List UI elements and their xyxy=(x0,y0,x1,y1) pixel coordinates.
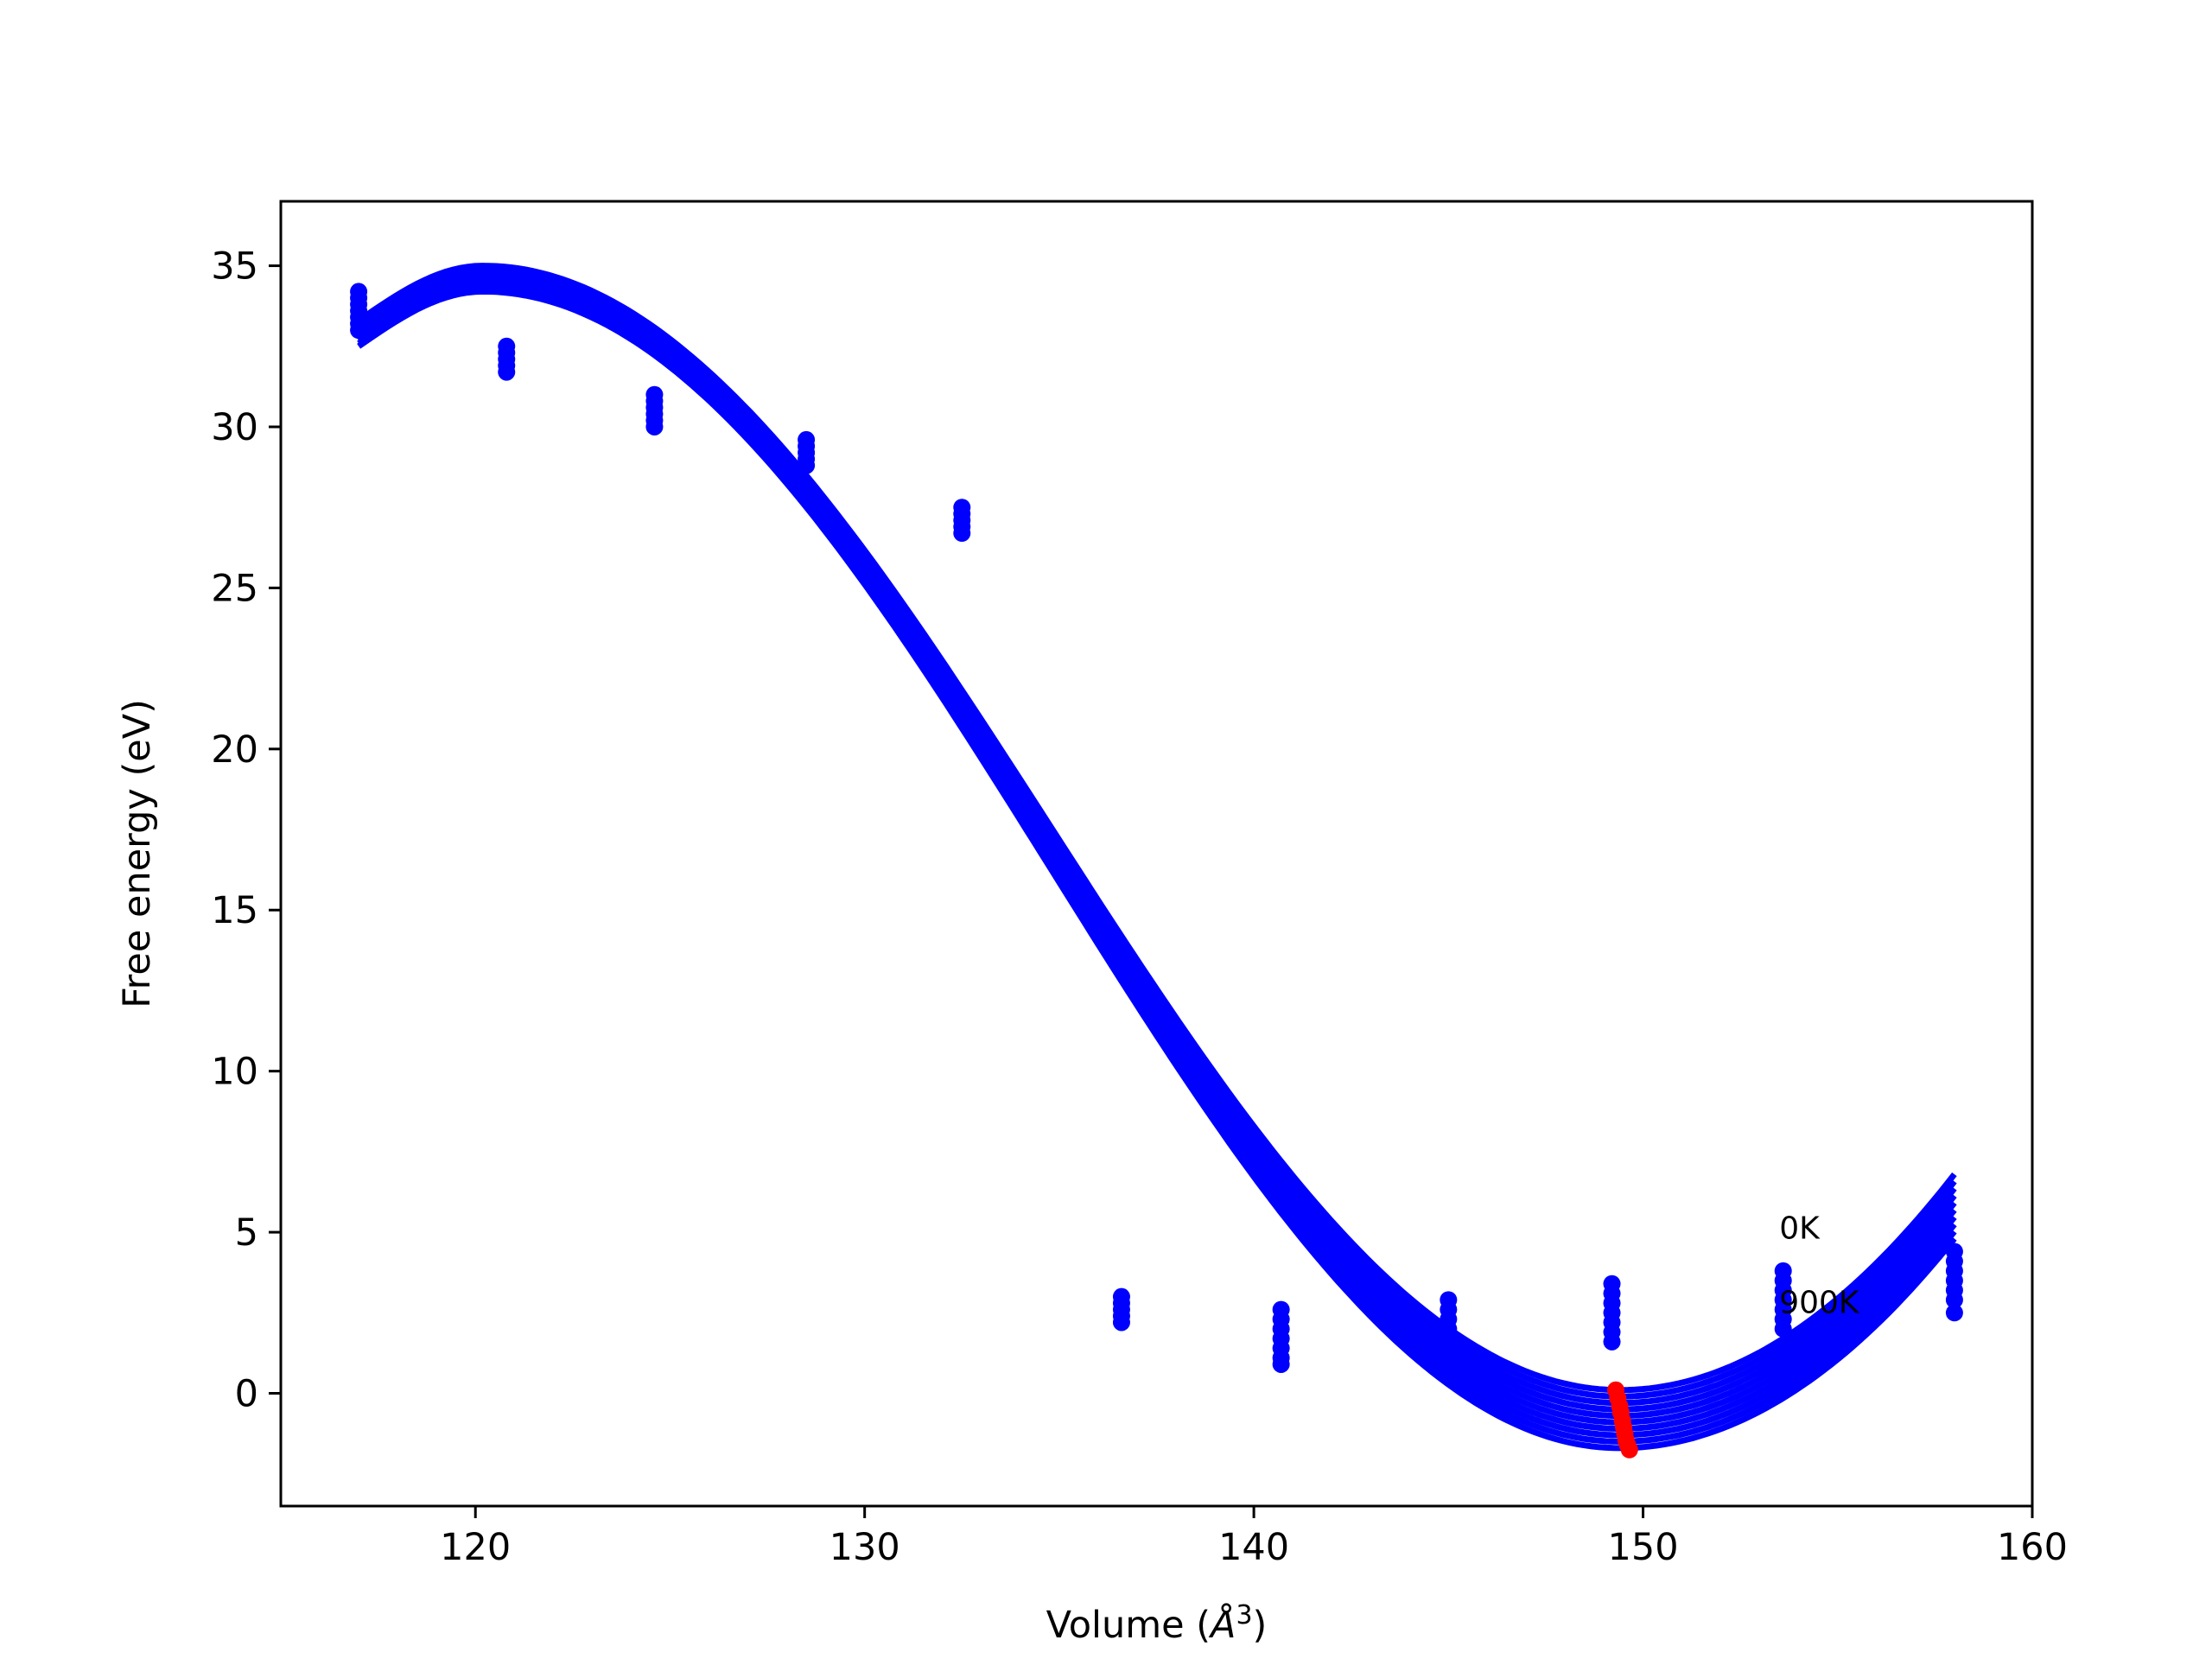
minimum-point xyxy=(1620,1440,1638,1459)
scatter-point xyxy=(798,456,816,474)
y-tick-label: 30 xyxy=(211,406,258,449)
y-axis-label: Free energy (eV) xyxy=(116,699,159,1008)
x-axis-label: Volume (Å3) xyxy=(1046,1600,1268,1647)
scatter-point xyxy=(1774,1319,1792,1338)
x-axis: 120 130 140 150 160 xyxy=(440,1506,2068,1569)
x-tick-label: 160 xyxy=(1997,1526,2068,1569)
y-axis: 0 5 10 15 20 25 30 35 xyxy=(211,245,281,1416)
fit-curve-600K xyxy=(357,280,1957,1433)
fit-curve-800K xyxy=(357,285,1957,1445)
y-tick-label: 25 xyxy=(211,567,258,610)
x-axis-label-symbol: Å xyxy=(1208,1603,1236,1647)
y-tick-label: 10 xyxy=(211,1051,258,1094)
plot-area: 0K 900K xyxy=(350,263,1963,1459)
x-axis-label-text: Volume ( xyxy=(1046,1604,1211,1647)
curve-annotation: 0K xyxy=(1779,1211,1821,1247)
annotations: 0K 900K xyxy=(1779,1211,1860,1321)
scatter-point xyxy=(645,417,664,435)
fit-curve-400K xyxy=(357,274,1957,1420)
fit-curve-200K xyxy=(357,268,1957,1407)
x-axis-label-close: ) xyxy=(1253,1604,1268,1647)
scatter-point xyxy=(350,321,368,340)
minima-points xyxy=(1607,1381,1638,1459)
y-tick-label: 20 xyxy=(211,728,258,772)
scatter-point xyxy=(1440,1330,1458,1348)
scatter-point xyxy=(1272,1355,1290,1373)
x-tick-label: 130 xyxy=(830,1526,900,1569)
fit-curve-100K xyxy=(357,265,1957,1400)
scatter-point xyxy=(1945,1291,1963,1309)
fit-curve-500K xyxy=(357,276,1957,1426)
fit-curve-900K xyxy=(357,288,1957,1452)
fit-curve-700K xyxy=(357,283,1957,1439)
fit-curves xyxy=(357,263,1957,1452)
fit-curve-0K xyxy=(357,263,1957,1394)
fit-curve-300K xyxy=(357,270,1957,1413)
plot-frame xyxy=(279,200,2034,1508)
scatter-point xyxy=(1112,1313,1130,1332)
scatter-point xyxy=(1603,1332,1621,1351)
scatter-point xyxy=(953,524,971,543)
scatter-points xyxy=(350,283,1963,1373)
x-tick-label: 150 xyxy=(1608,1526,1679,1569)
y-tick-label: 0 xyxy=(235,1373,258,1416)
scatter-point xyxy=(1945,1304,1963,1322)
y-tick-label: 35 xyxy=(211,245,258,289)
y-tick-label: 15 xyxy=(211,889,258,932)
y-tick-label: 5 xyxy=(235,1211,258,1255)
curve-annotation: 900K xyxy=(1779,1285,1860,1320)
x-tick-label: 140 xyxy=(1218,1526,1289,1569)
scatter-point xyxy=(498,363,516,381)
x-tick-label: 120 xyxy=(440,1526,511,1569)
x-axis-label-exponent: 3 xyxy=(1236,1600,1252,1630)
